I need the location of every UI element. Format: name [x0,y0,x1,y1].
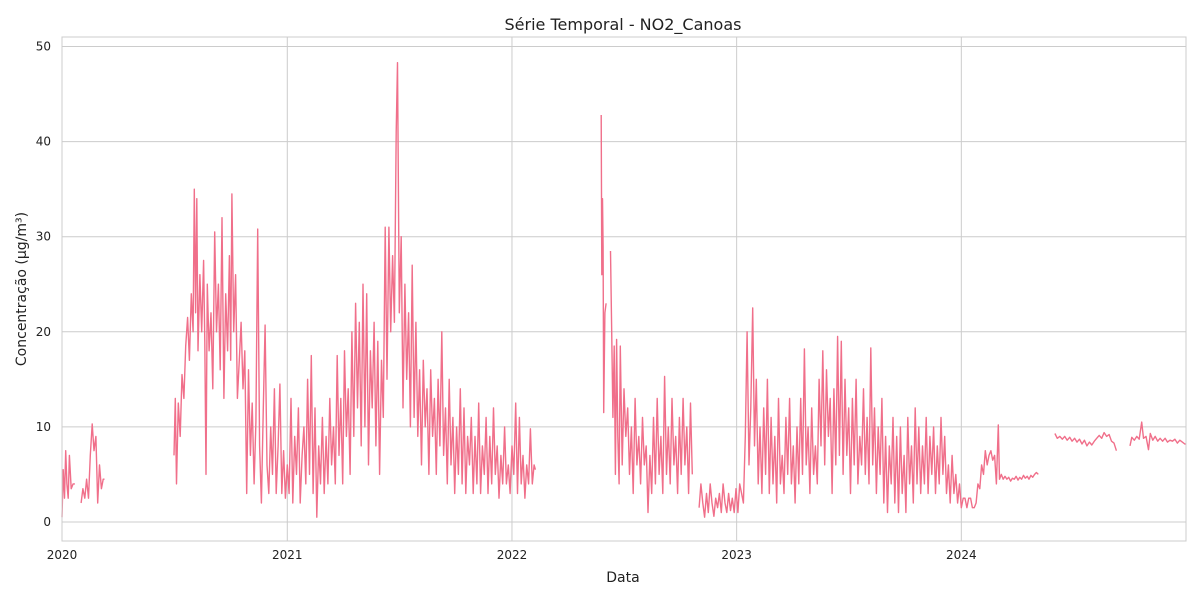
chart-title: Série Temporal - NO2_Canoas [505,15,742,35]
y-tick-label: 30 [36,230,51,244]
y-tick-label: 50 [36,40,51,54]
series-line-segment [1054,431,1118,451]
y-ticks: 0 10 20 30 40 50 [36,40,51,529]
series-line-segment [600,114,607,414]
x-tick-label: 2023 [721,548,752,562]
series-line-segment [61,450,75,518]
y-tick-label: 40 [36,135,51,149]
y-axis-label: Concentração (µg/m³) [14,212,30,366]
x-tick-label: 2024 [946,548,977,562]
x-tick-label: 2020 [47,548,78,562]
x-tick-label: 2022 [497,548,528,562]
series-line-segment [1129,421,1186,451]
series-line-segment [698,307,1039,518]
x-axis-label: Data [606,570,639,586]
series-line-segment [80,423,105,504]
x-tick-label: 2021 [272,548,303,562]
series-group [61,62,1186,518]
y-tick-label: 0 [43,515,51,529]
x-ticks: 2020 2021 2022 2023 2024 [47,548,977,562]
plot-frame [61,36,1187,542]
series-line-segment [173,62,537,518]
y-tick-label: 20 [36,325,51,339]
y-tick-label: 10 [36,420,51,434]
series-line-segment [609,250,693,514]
